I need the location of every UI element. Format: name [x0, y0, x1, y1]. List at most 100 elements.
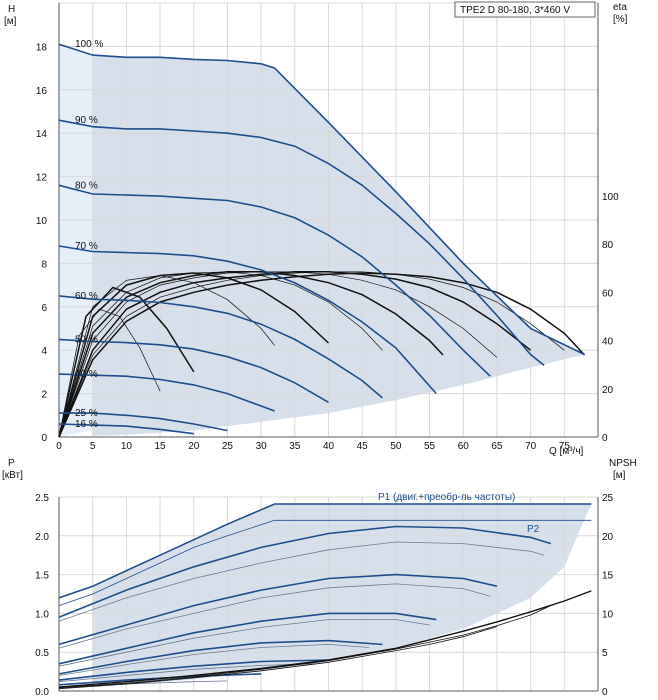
efficiency-curve [58, 271, 498, 438]
operating-area [92, 55, 585, 436]
h-tick-label: 6 [41, 303, 47, 314]
power-curve [58, 541, 545, 622]
h-tick-label: 16 [36, 86, 48, 97]
q-tick-label: 60 [458, 441, 470, 452]
eta-axis-title: eta [613, 2, 627, 13]
q-tick-label: 45 [357, 441, 369, 452]
q-tick-label: 15 [155, 441, 167, 452]
speed-label: 25 % [75, 408, 98, 419]
speed-label: 70 % [75, 241, 98, 252]
efficiency-curve [58, 286, 195, 438]
q-tick-label: 70 [525, 441, 537, 452]
head-efficiency-panel: 0 5 10 15 20 25 30 35 40 45 50 55 60 65 70 75 0 2 4 6 8 10 12 1… [36, 1, 619, 452]
head-curve [58, 119, 545, 367]
p-axis-title: P [8, 458, 15, 469]
power-curve [58, 519, 592, 606]
q-tick-label: 30 [256, 441, 268, 452]
power-curve [58, 525, 552, 619]
p2-annotation: P2 [527, 524, 540, 535]
npsh-tick-label: 25 [602, 493, 614, 504]
speed-label: 90 % [75, 115, 98, 126]
power-curve [58, 573, 498, 646]
h-tick-label: 0 [41, 433, 47, 444]
q-tick-label: 5 [90, 441, 96, 452]
p-tick-label: 1.5 [35, 571, 49, 582]
speed-label: 50 % [75, 334, 98, 345]
head-curve [58, 338, 329, 403]
head-curve [58, 295, 383, 399]
npsh-tick-label: 5 [602, 648, 608, 659]
power-curve [58, 639, 383, 675]
q-tick-label: 25 [222, 441, 234, 452]
head-curve [58, 43, 585, 356]
power-curve [58, 619, 430, 667]
power-curve [58, 503, 592, 599]
efficiency-curve [58, 271, 444, 438]
q-tick-label: 55 [424, 441, 436, 452]
p-tick-label: 0.0 [35, 687, 49, 698]
h-tick-label: 18 [36, 42, 48, 53]
npsh-curve [58, 605, 551, 689]
head-curve [59, 412, 228, 432]
npsh-curve [58, 626, 498, 690]
q-tick-label: 20 [188, 441, 200, 452]
q-axis-title: Q [м³/ч] [549, 446, 584, 457]
power-area [92, 504, 592, 688]
eta-tick-label: 100 [602, 192, 619, 203]
npsh-tick-label: 20 [602, 532, 614, 543]
p-tick-label: 2.0 [35, 532, 49, 543]
eta-tick-label: 0 [602, 433, 608, 444]
eta-axis-unit: [%] [613, 14, 628, 25]
speed-label: 100 % [75, 39, 103, 50]
p-axis-unit: [кВт] [2, 470, 23, 481]
power-curve [58, 612, 437, 665]
h-tick-label: 4 [41, 346, 47, 357]
head-curve [58, 373, 275, 412]
efficiency-curve [58, 272, 330, 438]
h-axis-unit: [м] [4, 16, 17, 27]
npsh-tick-label: 15 [602, 571, 614, 582]
npsh-curve [58, 590, 592, 688]
q-tick-label: 40 [323, 441, 335, 452]
h-tick-label: 12 [36, 173, 48, 184]
chart-title: TPE2 D 80-180, 3*460 V [460, 5, 570, 16]
efficiency-curve [58, 308, 161, 438]
npsh-tick-label: 0 [602, 687, 608, 698]
head-curve [58, 423, 194, 435]
efficiency-curve [58, 271, 383, 438]
p-tick-label: 1.0 [35, 609, 49, 620]
h-tick-label: 2 [41, 390, 47, 401]
p-tick-label: 2.5 [35, 493, 49, 504]
eta-tick-label: 60 [602, 288, 614, 299]
title-box [454, 1, 596, 18]
q-tick-label: 10 [121, 441, 133, 452]
h-tick-label: 8 [41, 259, 47, 270]
p1-annotation: P1 (двиг.+преобр-ль частоты) [378, 491, 515, 503]
q-tick-label: 35 [289, 441, 301, 452]
speed-label: 60 % [75, 291, 98, 302]
speed-label: 40 % [75, 369, 98, 380]
power-npsh-panel: 0.0 0.5 1.0 1.5 2.0 2.5 0 5 10 15 20 25 P1 (двиг.+пр… [35, 491, 613, 698]
power-curve [58, 659, 329, 681]
speed-label: 80 % [75, 180, 98, 191]
npsh-axis-title: NPSH [609, 458, 637, 469]
eta-tick-label: 40 [602, 337, 614, 348]
h-axis-title: H [8, 4, 15, 15]
q-tick-label: 75 [559, 441, 571, 452]
power-curve [58, 663, 316, 683]
head-curve [58, 245, 437, 395]
h-tick-label: 14 [36, 129, 48, 140]
speed-label: 16 % [75, 419, 98, 430]
p-tick-label: 0.5 [35, 648, 49, 659]
eta-tick-label: 80 [602, 240, 614, 251]
q-tick-label: 0 [56, 441, 62, 452]
npsh-tick-label: 10 [602, 609, 614, 620]
q-tick-label: 65 [491, 441, 503, 452]
head-curve [58, 184, 491, 377]
power-curve [58, 643, 369, 676]
h-tick-label: 10 [36, 216, 48, 227]
q-tick-label: 50 [390, 441, 402, 452]
power-curve [58, 583, 491, 649]
eta-tick-label: 20 [602, 385, 614, 396]
